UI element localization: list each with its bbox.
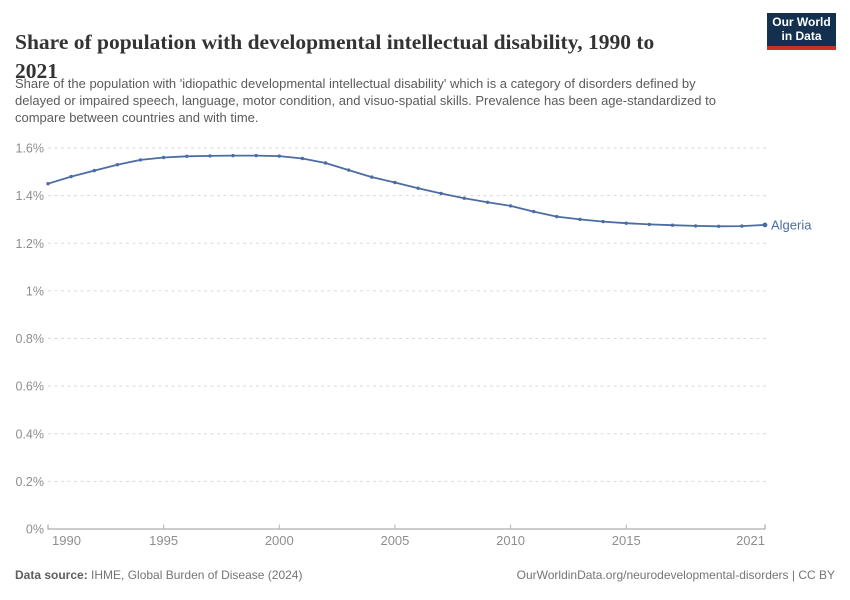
data-point[interactable] xyxy=(578,217,582,222)
y-tick-label: 1.6% xyxy=(16,142,45,156)
page-title: Share of population with developmental i… xyxy=(15,28,760,86)
y-tick-label: 0.4% xyxy=(16,427,45,441)
data-point[interactable] xyxy=(624,221,628,225)
x-axis-labels: 1990 1995 2000 2005 2010 2015 2021 xyxy=(52,533,765,548)
data-point[interactable] xyxy=(300,156,305,161)
data-point[interactable] xyxy=(185,154,189,158)
y-tick-label: 0.2% xyxy=(16,475,45,489)
owid-logo-line2: in Data xyxy=(781,29,822,43)
data-point[interactable] xyxy=(208,154,212,158)
data-point[interactable] xyxy=(277,154,281,158)
data-point[interactable] xyxy=(462,196,466,200)
data-point[interactable] xyxy=(231,153,235,158)
data-point[interactable] xyxy=(508,204,513,208)
data-point[interactable] xyxy=(601,219,605,224)
data-point[interactable] xyxy=(254,153,258,158)
y-tick-label: 0.8% xyxy=(16,332,45,346)
x-tick-label: 2005 xyxy=(380,533,409,548)
y-tick-label: 1.2% xyxy=(16,237,45,251)
series-line-algeria[interactable] xyxy=(47,154,766,228)
data-source-value: IHME, Global Burden of Disease (2024) xyxy=(87,568,303,582)
data-point[interactable] xyxy=(46,182,50,186)
data-point[interactable] xyxy=(138,158,143,162)
data-source: Data source: IHME, Global Burden of Dise… xyxy=(15,568,302,582)
chart-subtitle-line: compare between countries and with time. xyxy=(15,110,259,125)
y-tick-label: 0% xyxy=(26,523,44,537)
chart-footer: Data source: IHME, Global Burden of Dise… xyxy=(15,568,835,582)
data-point[interactable] xyxy=(717,224,721,228)
data-point[interactable] xyxy=(693,224,698,228)
data-point[interactable] xyxy=(393,180,397,185)
data-point[interactable] xyxy=(740,224,744,228)
data-point[interactable] xyxy=(555,214,559,219)
chart-subtitle-line: delayed or impaired speech, language, mo… xyxy=(15,93,716,108)
page-title-line1: Share of population with developmental i… xyxy=(15,30,655,55)
data-point[interactable] xyxy=(439,191,443,196)
data-line[interactable] xyxy=(47,154,766,228)
owid-logo: Our World in Data xyxy=(767,13,836,50)
data-point[interactable] xyxy=(323,161,328,165)
data-point[interactable] xyxy=(670,223,675,227)
data-point[interactable] xyxy=(161,155,166,160)
data-point[interactable] xyxy=(347,168,351,172)
data-point[interactable] xyxy=(485,200,490,204)
data-source-label: Data source: xyxy=(15,568,88,582)
data-point[interactable] xyxy=(416,186,420,190)
x-tick-label: 2021 xyxy=(736,533,765,548)
chart-subtitle-line: Share of the population with 'idiopathic… xyxy=(15,76,696,91)
y-axis-labels: 0% 0.2% 0.4% 0.6% 0.8% 1% 1.2% 1.4% 1.6% xyxy=(16,142,45,537)
x-axis xyxy=(47,524,766,530)
y-tick-label: 1.4% xyxy=(16,189,45,203)
data-point[interactable] xyxy=(115,163,120,167)
footer-link[interactable]: OurWorldinData.org/neurodevelopmental-di… xyxy=(516,568,835,582)
data-point[interactable] xyxy=(532,209,536,214)
owid-logo-line1: Our World xyxy=(772,15,831,29)
data-point[interactable] xyxy=(647,222,652,227)
y-tick-label: 1% xyxy=(26,284,44,298)
data-point[interactable] xyxy=(762,222,768,228)
chart-subtitle: Share of the population with 'idiopathic… xyxy=(15,75,835,126)
entity-label-algeria[interactable]: Algeria xyxy=(771,217,812,232)
data-point[interactable] xyxy=(92,168,97,173)
series-points-algeria[interactable] xyxy=(46,153,768,228)
data-point[interactable] xyxy=(370,175,374,179)
y-tick-label: 0.6% xyxy=(16,380,45,394)
y-gridlines xyxy=(48,147,767,482)
x-tick-label: 2010 xyxy=(496,533,525,548)
x-tick-label: 1990 xyxy=(52,533,81,548)
x-tick-label: 2015 xyxy=(612,533,641,548)
page-title-line2: 2021 xyxy=(15,59,58,84)
x-tick-label: 2000 xyxy=(265,533,294,548)
data-point[interactable] xyxy=(69,174,73,179)
x-tick-label: 1995 xyxy=(149,533,178,548)
